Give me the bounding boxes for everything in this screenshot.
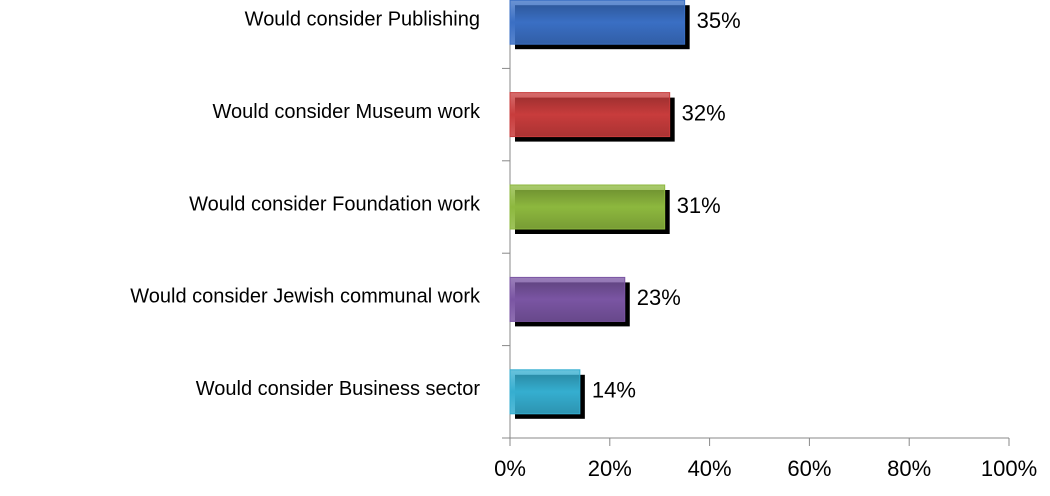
category-label: Would consider Business sector (196, 378, 481, 400)
bar (509, 0, 686, 45)
bar (509, 369, 581, 415)
category-label: Would consider Museum work (212, 101, 481, 123)
data-label: 35% (697, 8, 741, 33)
category-label: Would consider Jewish communal work (130, 286, 481, 308)
bar (509, 92, 671, 138)
bar (509, 184, 666, 230)
data-label: 14% (592, 378, 636, 403)
x-tick-label: 40% (688, 456, 732, 481)
data-label: 32% (682, 100, 726, 125)
category-label: Would consider Foundation work (189, 193, 481, 215)
x-tick-label: 100% (981, 456, 1037, 481)
x-tick-label: 0% (494, 456, 526, 481)
x-tick-label: 60% (787, 456, 831, 481)
bar (509, 276, 626, 322)
x-tick-label: 80% (887, 456, 931, 481)
x-tick-label: 20% (588, 456, 632, 481)
category-label: Would consider Publishing (245, 8, 480, 30)
data-label: 23% (637, 285, 681, 310)
data-label: 31% (677, 193, 721, 218)
